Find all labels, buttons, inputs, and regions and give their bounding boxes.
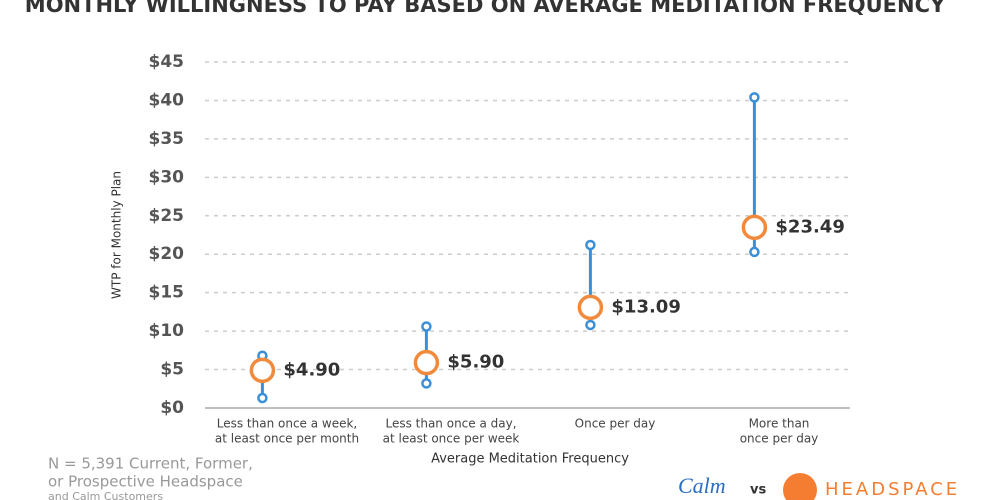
average-point xyxy=(577,294,604,321)
y-axis-label: WTP for Monthly Plan xyxy=(110,171,124,299)
x-tick-label: at least once per month xyxy=(215,432,359,446)
headspace-logo: HEADSPACE xyxy=(825,479,960,500)
y-tick-label: $40 xyxy=(149,90,185,110)
x-tick-label: Less than once a week, xyxy=(217,417,358,431)
value-label: $13.09 xyxy=(611,296,680,317)
headspace-icon xyxy=(783,473,817,500)
range-low xyxy=(421,378,432,389)
value-label: $5.90 xyxy=(447,352,504,373)
average-point xyxy=(249,357,276,384)
vs-text: vs xyxy=(750,483,766,498)
x-tick-label: More than xyxy=(749,417,810,431)
y-tick-label: $20 xyxy=(149,244,185,264)
y-tick-label: $35 xyxy=(149,129,185,149)
value-label: $23.49 xyxy=(775,216,844,237)
range-high xyxy=(421,321,432,332)
x-axis-label: Average Meditation Frequency xyxy=(431,452,629,467)
footnote-line: and Calm Customers xyxy=(48,490,163,500)
range-high xyxy=(585,239,596,251)
range-low xyxy=(749,246,760,258)
y-tick-label: $25 xyxy=(149,206,185,226)
y-tick-label: $10 xyxy=(149,321,185,341)
y-tick-label: $45 xyxy=(149,52,185,72)
range-low xyxy=(585,319,596,331)
average-point xyxy=(413,349,440,376)
x-tick-label: Once per day xyxy=(575,417,656,431)
x-tick-label: once per day xyxy=(740,432,819,446)
y-tick-label: $0 xyxy=(160,398,184,418)
calm-logo: Calm xyxy=(678,473,726,498)
y-tick-label: $30 xyxy=(149,167,185,187)
range-low xyxy=(257,392,268,404)
value-label: $4.90 xyxy=(283,359,340,380)
x-tick-label: Less than once a day, xyxy=(385,417,516,431)
footnote-line: or Prospective Headspace xyxy=(48,473,243,491)
footnote-line: N = 5,391 Current, Former, xyxy=(48,455,253,473)
footnote: N = 5,391 Current, Former, or Prospectiv… xyxy=(48,455,253,500)
chart-title: MONTHLY WILLINGNESS TO PAY BASED ON AVER… xyxy=(25,0,946,17)
range-high xyxy=(749,92,760,103)
x-tick-label: at least once per week xyxy=(383,432,520,446)
y-tick-label: $15 xyxy=(149,283,185,303)
y-tick-label: $5 xyxy=(160,360,184,380)
average-point xyxy=(741,214,768,241)
